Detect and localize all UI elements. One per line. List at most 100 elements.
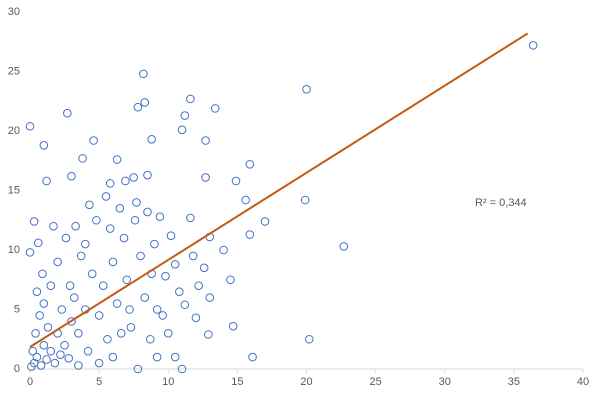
point [36, 361, 46, 370]
point [199, 263, 209, 273]
y-tick-label: 15 [8, 184, 20, 196]
point [119, 233, 129, 243]
y-tick-label: 0 [14, 363, 20, 375]
point [132, 198, 141, 207]
point [42, 176, 51, 186]
point [39, 140, 49, 150]
y-tick-label: 25 [8, 65, 20, 77]
point [180, 300, 190, 310]
point [112, 155, 122, 164]
point [152, 305, 162, 314]
point [46, 281, 56, 291]
point [175, 287, 184, 296]
point [248, 352, 257, 362]
point [60, 340, 69, 350]
point [39, 299, 49, 308]
point [69, 293, 79, 302]
point [33, 238, 43, 248]
point [103, 334, 112, 344]
point [136, 251, 145, 261]
point [53, 257, 62, 267]
point [83, 346, 93, 356]
point [170, 259, 180, 269]
point [245, 160, 255, 169]
point [87, 269, 97, 279]
point [78, 154, 87, 163]
point [28, 346, 38, 356]
point [245, 230, 255, 239]
point [125, 305, 134, 314]
y-tick-label: 30 [8, 6, 20, 18]
point [57, 305, 67, 314]
point [210, 104, 220, 113]
point [304, 334, 314, 344]
point [39, 340, 49, 350]
point [105, 224, 115, 233]
point [186, 94, 195, 104]
point [194, 281, 203, 291]
point [133, 364, 143, 374]
point [158, 311, 168, 320]
point [228, 321, 238, 331]
point [50, 358, 60, 368]
point [25, 248, 35, 257]
point [122, 275, 132, 285]
point [65, 281, 75, 291]
point [143, 170, 152, 180]
point [188, 251, 198, 261]
x-tick-label: 35 [508, 376, 520, 388]
point [67, 171, 76, 181]
point [145, 334, 155, 344]
point [231, 176, 241, 186]
point [71, 221, 80, 231]
point [205, 293, 215, 302]
point [38, 269, 47, 279]
x-tick-label: 40 [577, 376, 589, 388]
x-tick-label: 25 [370, 376, 382, 388]
point [129, 173, 138, 182]
point [29, 217, 39, 226]
point [155, 212, 165, 221]
point [177, 364, 187, 374]
point [139, 69, 148, 79]
point [166, 231, 176, 241]
point [63, 108, 72, 118]
point [32, 287, 42, 296]
point [49, 221, 58, 231]
point [191, 313, 201, 323]
point [226, 275, 235, 285]
point [116, 329, 126, 338]
y-tick-label: 5 [14, 303, 20, 315]
point [42, 355, 51, 364]
point [105, 179, 115, 188]
point [108, 352, 118, 362]
point [219, 245, 228, 255]
point [25, 121, 35, 131]
point [43, 323, 53, 332]
point [121, 176, 130, 186]
x-tick-label: 5 [96, 376, 102, 388]
x-tick-label: 15 [231, 376, 243, 388]
point [98, 281, 108, 291]
point [56, 350, 65, 360]
point [31, 329, 40, 338]
point [32, 352, 42, 362]
annotation: R² = 0,344 [475, 197, 527, 209]
point [89, 136, 98, 145]
point [201, 173, 210, 182]
point [528, 41, 538, 50]
point [339, 242, 349, 251]
point [67, 317, 76, 326]
point [94, 311, 104, 320]
y-tick-label: 20 [8, 125, 20, 137]
point [94, 358, 104, 368]
point [64, 353, 74, 363]
point [300, 195, 310, 205]
x-tick-label: 10 [162, 376, 174, 388]
point [177, 125, 187, 135]
x-tick-label: 20 [300, 376, 312, 388]
point [152, 352, 162, 362]
point [115, 204, 125, 213]
point [61, 233, 71, 243]
